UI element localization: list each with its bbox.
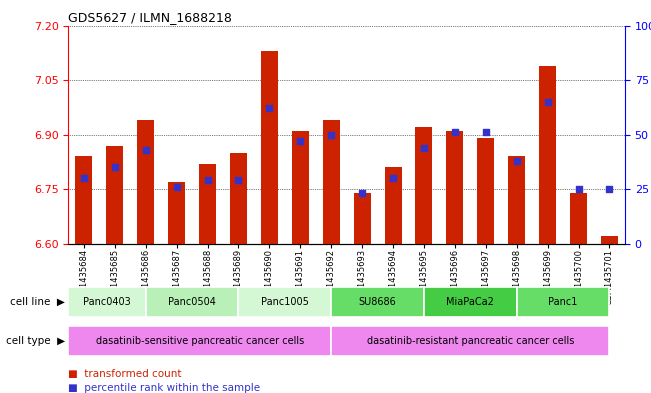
- Text: ■  transformed count: ■ transformed count: [68, 369, 182, 379]
- Bar: [447, 131, 464, 244]
- Text: dasatinib-sensitive pancreatic cancer cells: dasatinib-sensitive pancreatic cancer ce…: [96, 336, 304, 346]
- Point: [264, 105, 275, 112]
- Bar: [601, 236, 618, 244]
- Bar: [68, 286, 146, 317]
- Point: [233, 177, 243, 184]
- Point: [202, 177, 213, 184]
- Text: Panc0403: Panc0403: [83, 297, 131, 307]
- Point: [357, 190, 367, 196]
- Text: cell line  ▶: cell line ▶: [10, 297, 65, 307]
- Text: cell type  ▶: cell type ▶: [6, 336, 65, 346]
- Bar: [68, 326, 331, 356]
- Point: [574, 186, 584, 192]
- Point: [326, 131, 337, 138]
- Point: [542, 99, 553, 105]
- Point: [295, 138, 305, 144]
- Bar: [238, 286, 331, 317]
- Point: [171, 184, 182, 190]
- Bar: [76, 156, 92, 244]
- Bar: [168, 182, 185, 244]
- Bar: [137, 120, 154, 244]
- Text: SU8686: SU8686: [359, 297, 396, 307]
- Text: ■  percentile rank within the sample: ■ percentile rank within the sample: [68, 383, 260, 393]
- Bar: [424, 286, 517, 317]
- Bar: [106, 145, 123, 244]
- Bar: [323, 120, 340, 244]
- Bar: [292, 131, 309, 244]
- Point: [79, 175, 89, 182]
- Bar: [331, 286, 424, 317]
- Bar: [415, 127, 432, 244]
- Point: [388, 175, 398, 182]
- Bar: [199, 163, 216, 244]
- Bar: [477, 138, 494, 244]
- Bar: [570, 193, 587, 244]
- Point: [512, 158, 522, 164]
- Point: [419, 145, 429, 151]
- Point: [450, 129, 460, 136]
- Text: MiaPaCa2: MiaPaCa2: [447, 297, 494, 307]
- Text: Panc1: Panc1: [548, 297, 578, 307]
- Point: [480, 129, 491, 136]
- Bar: [517, 286, 609, 317]
- Point: [109, 164, 120, 171]
- Bar: [385, 167, 402, 244]
- Bar: [508, 156, 525, 244]
- Text: Panc0504: Panc0504: [168, 297, 216, 307]
- Text: dasatinib-resistant pancreatic cancer cells: dasatinib-resistant pancreatic cancer ce…: [367, 336, 574, 346]
- Point: [141, 147, 151, 153]
- Text: GDS5627 / ILMN_1688218: GDS5627 / ILMN_1688218: [68, 11, 232, 24]
- Bar: [146, 286, 238, 317]
- Text: Panc1005: Panc1005: [261, 297, 309, 307]
- Bar: [261, 51, 278, 244]
- Bar: [331, 326, 609, 356]
- Bar: [353, 193, 370, 244]
- Bar: [230, 153, 247, 244]
- Bar: [539, 66, 556, 244]
- Point: [604, 186, 615, 192]
